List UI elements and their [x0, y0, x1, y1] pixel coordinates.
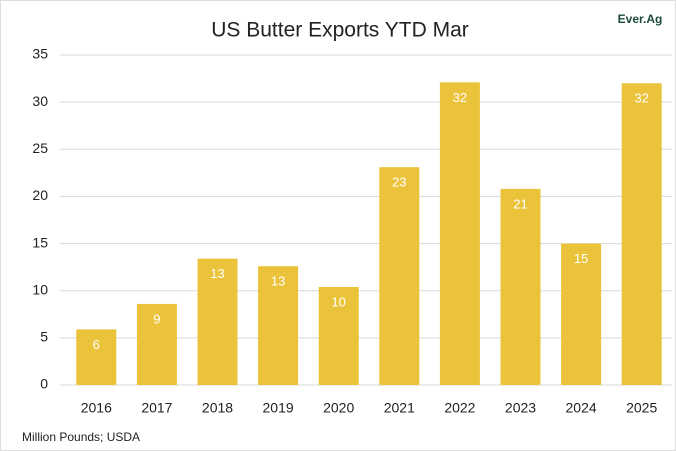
bar: [561, 243, 602, 385]
x-tick-label: 2022: [444, 400, 475, 416]
value-label: 10: [331, 294, 345, 309]
x-tick-label: 2023: [505, 400, 536, 416]
value-label: 15: [574, 251, 588, 266]
x-tick-label: 2024: [566, 400, 597, 416]
value-label: 32: [453, 90, 467, 105]
y-tick-label: 25: [32, 140, 48, 156]
y-tick-label: 0: [40, 376, 48, 392]
bar: [439, 82, 480, 385]
x-tick-label: 2019: [263, 400, 294, 416]
y-tick-label: 20: [32, 187, 48, 203]
y-tick-label: 35: [32, 46, 48, 62]
value-label: 23: [392, 175, 406, 190]
y-tick-label: 15: [32, 234, 48, 250]
bar: [136, 303, 177, 385]
x-tick-label: 2018: [202, 400, 233, 416]
value-label: 6: [93, 337, 100, 352]
x-tick-label: 2025: [626, 400, 657, 416]
bar: [197, 258, 238, 385]
bar: [500, 188, 541, 385]
bar: [621, 83, 662, 386]
x-tick-label: 2020: [323, 400, 354, 416]
footnote: Million Pounds; USDA: [22, 430, 140, 444]
value-label: 13: [271, 274, 285, 289]
value-label: 13: [210, 266, 224, 281]
bar: [318, 286, 359, 385]
value-label: 32: [634, 91, 648, 106]
logo: Ever.Ag: [618, 12, 663, 26]
value-label: 21: [513, 196, 527, 211]
x-tick-label: 2016: [81, 400, 112, 416]
bar: [258, 266, 299, 385]
y-tick-label: 5: [40, 329, 48, 345]
y-tick-label: 30: [32, 93, 48, 109]
value-label: 9: [153, 311, 160, 326]
bar: [379, 167, 420, 385]
x-tick-label: 2021: [384, 400, 415, 416]
bar: [76, 329, 117, 385]
y-tick-label: 10: [32, 281, 48, 297]
chart-title: US Butter Exports YTD Mar: [211, 19, 469, 42]
x-tick-label: 2017: [141, 400, 172, 416]
